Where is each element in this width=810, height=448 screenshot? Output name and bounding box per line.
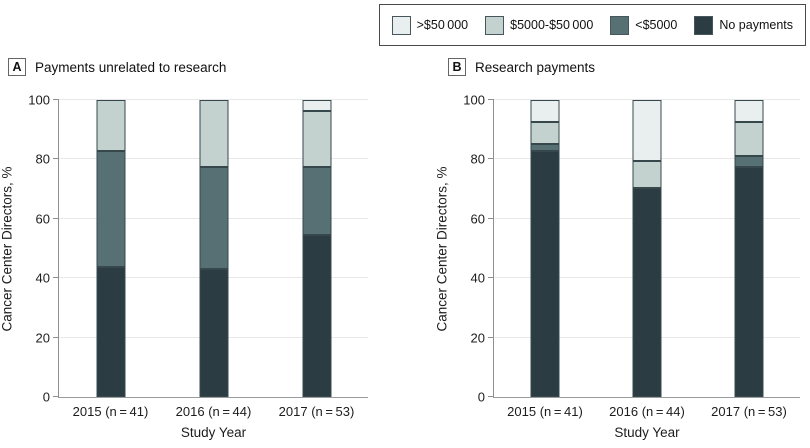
y-tick-mark — [53, 336, 59, 338]
bar-segment — [530, 122, 560, 144]
legend-label: No payments — [719, 18, 793, 32]
panel-a-title: A Payments unrelated to research — [8, 58, 226, 76]
y-tick-label: 0 — [477, 389, 485, 405]
y-tick-mark — [488, 277, 494, 279]
x-tick-label: 2016 (n = 44) — [609, 404, 685, 419]
y-tick-label: 0 — [42, 389, 50, 405]
y-tick-mark — [53, 277, 59, 279]
gridline — [59, 99, 368, 100]
bar-segment — [632, 100, 662, 161]
x-tick-label: 2016 (n = 44) — [175, 404, 252, 419]
bar-segment — [96, 266, 125, 397]
bar-segment — [734, 167, 764, 397]
legend-item: <$5000 — [610, 15, 678, 35]
x-tick-label: 2015 (n = 41) — [72, 404, 149, 419]
gridline — [494, 99, 800, 100]
bar-segment — [734, 100, 764, 123]
y-axis-title: Cancer Center Directors, % — [0, 165, 15, 332]
x-tick-label: 2017 (n = 53) — [278, 404, 355, 419]
bar-segment — [96, 150, 125, 267]
panel-b-letter: B — [448, 58, 466, 76]
bar-segment — [199, 167, 228, 269]
y-tick-label: 60 — [35, 211, 50, 227]
bar-segment — [530, 100, 560, 122]
legend-item: $5000-$50 000 — [485, 15, 594, 35]
bar-segment — [96, 100, 125, 151]
y-tick-mark — [488, 217, 494, 219]
panel-a-title-text: Payments unrelated to research — [35, 59, 227, 75]
legend-item: No payments — [694, 15, 793, 35]
panel-b-title-text: Research payments — [475, 59, 596, 75]
bar-segment — [734, 122, 764, 156]
y-tick-label: 100 — [463, 92, 485, 108]
x-tick-label: 2017 (n = 53) — [711, 404, 787, 419]
x-tick-label: 2015 (n = 41) — [507, 404, 583, 419]
x-axis-title: Study Year — [180, 425, 247, 440]
legend-swatch — [391, 15, 411, 35]
y-tick-label: 60 — [470, 211, 485, 227]
bar-segment — [734, 155, 764, 168]
legend-label: >$50 000 — [416, 18, 469, 32]
y-tick-label: 100 — [28, 92, 50, 108]
bar-segment — [530, 143, 560, 151]
y-tick-label: 80 — [470, 151, 485, 167]
y-tick-label: 20 — [35, 330, 50, 346]
panel-b-title: B Research payments — [448, 58, 595, 76]
y-tick-mark — [488, 336, 494, 338]
y-axis-title: Cancer Center Directors, % — [434, 165, 450, 332]
y-tick-label: 40 — [35, 270, 50, 286]
bar-segment — [199, 268, 228, 397]
y-tick-mark — [53, 396, 59, 397]
y-tick-mark — [488, 158, 494, 160]
bar-segment — [632, 187, 662, 397]
bar-segment — [632, 160, 662, 188]
legend-label: $5000-$50 000 — [510, 18, 594, 32]
bar-segment — [302, 100, 331, 112]
legend-swatch — [694, 15, 714, 35]
legend-swatch — [485, 15, 505, 35]
bar-segment — [530, 150, 560, 397]
panel-a-letter: A — [8, 58, 26, 76]
bar-segment — [302, 234, 331, 397]
y-tick-mark — [53, 99, 59, 100]
chart-panel-b: Cancer Center Directors, % Study Year 0 2… — [435, 93, 800, 440]
legend-swatch — [610, 15, 630, 35]
legend-item: >$50 000 — [391, 15, 469, 35]
legend: >$50 000 $5000-$50 000 <$5000 No payments — [378, 4, 806, 46]
y-tick-mark — [488, 99, 494, 100]
y-tick-mark — [488, 396, 494, 397]
bar-segment — [302, 111, 331, 168]
bar-segment — [199, 100, 228, 168]
y-tick-mark — [53, 217, 59, 219]
bar-segment — [302, 167, 331, 235]
y-tick-label: 40 — [470, 270, 485, 286]
y-tick-label: 20 — [470, 330, 485, 346]
x-axis-title: Study Year — [614, 425, 680, 440]
y-tick-mark — [53, 158, 59, 160]
y-tick-label: 80 — [35, 151, 50, 167]
chart-panel-a: Cancer Center Directors, % Study Year 0 2… — [0, 93, 368, 440]
legend-label: <$5000 — [635, 18, 678, 32]
